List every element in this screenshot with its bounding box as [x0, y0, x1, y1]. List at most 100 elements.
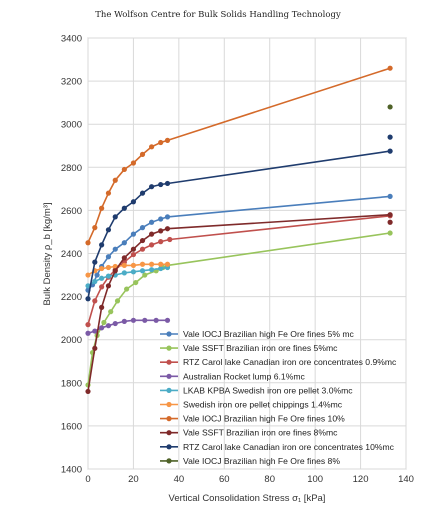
data-point	[121, 262, 127, 268]
data-point	[130, 160, 137, 166]
y-tick-label: 1800	[61, 378, 82, 389]
data-point	[105, 273, 112, 279]
data-point	[85, 296, 91, 302]
data-point	[130, 231, 137, 237]
data-point	[105, 190, 112, 196]
y-axis-label: Bulk Density ρ_b [kg/m³]	[42, 202, 53, 305]
series-7	[85, 65, 393, 246]
legend-marker	[166, 444, 172, 450]
legend-label: RTZ Carol lake Canadian iron ore concent…	[183, 442, 395, 452]
legend-label: Vale SSFT Brazilian iron ore fines 8%mc	[183, 428, 338, 438]
x-tick-label: 100	[307, 474, 323, 485]
x-tick-label: 60	[219, 474, 230, 485]
data-point	[130, 269, 137, 275]
data-point	[105, 227, 112, 233]
legend-marker	[166, 331, 172, 337]
data-point	[139, 268, 146, 274]
y-tick-label: 2800	[61, 163, 82, 174]
data-point	[121, 166, 127, 173]
legend: Vale IOCJ Brazilian high Fe Ore fines 5%…	[160, 329, 397, 466]
data-point	[121, 270, 127, 276]
data-point	[149, 219, 155, 225]
data-point	[158, 261, 164, 267]
data-point	[99, 325, 105, 331]
data-point	[387, 193, 393, 199]
data-point	[164, 180, 171, 187]
data-point	[112, 268, 118, 274]
data-point	[92, 278, 98, 285]
data-point	[164, 317, 171, 323]
legend-marker	[166, 345, 172, 351]
data-point	[105, 254, 112, 260]
legend-label: Vale IOCJ Brazilian high Fe Ore fines 5%…	[183, 329, 355, 339]
data-point	[105, 264, 112, 271]
data-point	[85, 388, 91, 395]
series-1	[85, 193, 393, 293]
legend-marker	[166, 458, 172, 464]
data-point	[139, 261, 146, 267]
data-point	[92, 259, 98, 265]
data-point	[164, 226, 171, 232]
data-point	[158, 216, 164, 222]
data-point	[158, 139, 164, 146]
data-point	[99, 205, 105, 211]
data-point	[94, 272, 100, 278]
data-point	[105, 283, 112, 289]
data-point	[133, 279, 139, 286]
data-point	[85, 240, 91, 246]
data-point	[130, 262, 137, 268]
data-point	[121, 255, 127, 261]
y-tick-label: 2200	[61, 292, 82, 303]
data-point	[387, 104, 393, 110]
data-point	[158, 265, 164, 272]
data-point	[99, 304, 105, 310]
data-point	[112, 177, 118, 183]
y-tick-label: 3200	[61, 77, 82, 88]
legend-label: LKAB KPBA Swedish iron ore pellet 3.0%mc	[183, 385, 353, 395]
legend-label: Vale IOCJ Brazilian high Fe Ore fines 8%	[183, 456, 340, 466]
data-point	[121, 240, 127, 246]
data-point	[158, 228, 164, 234]
legend-marker	[166, 359, 172, 365]
data-point	[158, 181, 164, 188]
series-layer	[85, 65, 393, 395]
data-point	[139, 237, 146, 244]
legend-label: RTZ Carol lake Canadian iron ore concent…	[183, 357, 397, 367]
data-point	[149, 261, 155, 267]
x-tick-label: 140	[398, 474, 414, 485]
series-9	[85, 148, 393, 302]
data-point	[99, 265, 105, 272]
data-point	[101, 319, 107, 326]
data-point	[149, 267, 155, 273]
data-point	[149, 231, 155, 237]
data-point	[85, 283, 91, 289]
data-point	[387, 134, 393, 140]
x-tick-label: 0	[85, 474, 90, 485]
data-point	[139, 246, 146, 252]
legend-marker	[166, 416, 172, 422]
data-point	[149, 184, 155, 190]
y-tick-label: 1400	[61, 465, 82, 476]
data-point	[164, 214, 171, 220]
data-point	[387, 148, 393, 154]
data-point	[92, 225, 98, 231]
legend-marker	[166, 401, 172, 408]
data-point	[105, 323, 112, 329]
data-point	[158, 239, 164, 245]
data-point	[112, 320, 118, 327]
legend-label: Swedish iron ore pellet chippings 1.4%mc	[183, 400, 343, 410]
data-point	[99, 242, 105, 248]
page-header: The Wolfson Centre for Bulk Solids Handl…	[95, 10, 341, 20]
data-point	[139, 190, 146, 196]
data-point	[142, 272, 148, 278]
legend-marker	[166, 373, 172, 379]
data-point	[387, 212, 393, 218]
data-point	[99, 275, 105, 281]
x-tick-label: 20	[128, 474, 139, 485]
data-point	[153, 317, 159, 323]
data-point	[114, 298, 121, 304]
y-tick-label: 3000	[61, 120, 82, 131]
y-tick-label: 1600	[61, 421, 82, 432]
legend-label: Vale SSFT Brazilian iron ore fines 5%mc	[183, 343, 338, 353]
data-point	[85, 272, 91, 278]
